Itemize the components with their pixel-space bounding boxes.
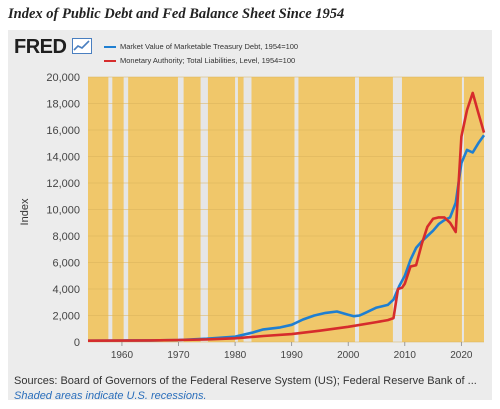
x-tick-label: 2010 (394, 350, 417, 361)
x-tick-label: 1980 (224, 350, 247, 361)
y-tick-label: 6,000 (52, 258, 80, 270)
legend-swatch-blue (104, 46, 116, 48)
legend-swatch-red (104, 60, 116, 62)
x-tick-label: 1960 (111, 350, 134, 361)
legend-label-treasury: Market Value of Marketable Treasury Debt… (120, 42, 299, 51)
fred-chart-panel: FRED Market Value of Marketable Treasury… (8, 30, 492, 402)
recession-note: Shaded areas indicate U.S. recessions. (14, 390, 207, 402)
series-line-fed-liabilities (87, 91, 486, 343)
line-chart-icon (72, 38, 92, 54)
x-tick-label: 2000 (337, 350, 360, 361)
chart-legend: Market Value of Marketable Treasury Debt… (104, 40, 298, 68)
x-tick-label: 1990 (281, 350, 304, 361)
fred-logo: FRED (14, 36, 67, 58)
y-tick-label: 14,000 (46, 152, 80, 164)
legend-item-treasury: Market Value of Marketable Treasury Debt… (104, 40, 298, 54)
legend-item-fed: Monetary Authority; Total Liabilities, L… (104, 54, 298, 68)
y-tick-label: 4,000 (52, 284, 80, 296)
y-axis-label: Index (19, 198, 31, 225)
legend-label-fed: Monetary Authority; Total Liabilities, L… (120, 56, 296, 65)
y-tick-label: 18,000 (46, 99, 80, 111)
y-tick-label: 8,000 (52, 231, 80, 243)
y-tick-label: 0 (74, 337, 80, 349)
y-tick-label: 20,000 (46, 72, 80, 84)
y-tick-label: 12,000 (46, 178, 80, 190)
series-line-treasury-debt (87, 134, 486, 342)
x-tick-label: 2020 (450, 350, 473, 361)
y-tick-label: 16,000 (46, 125, 80, 137)
page-title: Index of Public Debt and Fed Balance She… (8, 6, 345, 22)
y-tick-label: 10,000 (46, 205, 80, 217)
x-tick-label: 1970 (167, 350, 190, 361)
line-chart: 0 2,000 4,000 6,000 8,000 10,000 12,000 14,000 1… (19, 72, 486, 361)
y-tick-label: 2,000 (52, 311, 80, 323)
source-text: Sources: Board of Governors of the Feder… (14, 375, 477, 387)
